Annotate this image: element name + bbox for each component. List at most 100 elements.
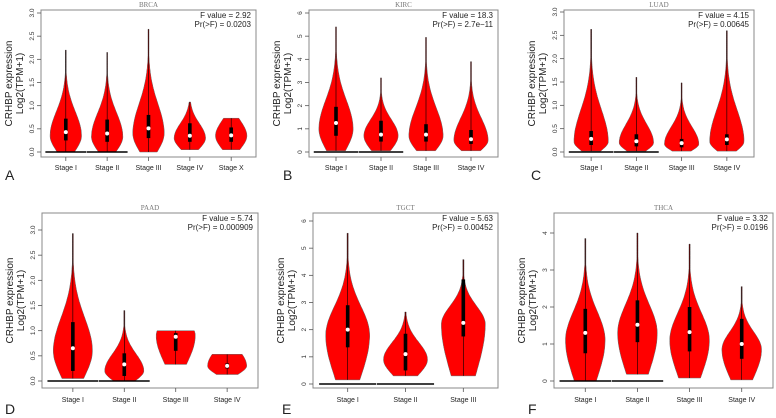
median-dot <box>379 132 383 137</box>
y-axis-label: CRHBP expression <box>4 41 15 127</box>
x-tick-label: Stage I <box>325 165 347 172</box>
x-tick-label: Stage III <box>135 165 161 172</box>
y-tick-label: 0.0 <box>30 376 37 385</box>
y-tick-label: 1.5 <box>29 78 36 87</box>
y-tick-label: 1 <box>301 355 308 359</box>
iqr-box <box>469 129 473 144</box>
median-dot <box>122 362 127 367</box>
y-tick-label: 1 <box>542 342 549 346</box>
plot-frame <box>563 9 755 158</box>
panel-title: KIRC <box>395 1 412 9</box>
x-tick-label: Stage I <box>580 165 602 172</box>
median-dot <box>635 322 640 327</box>
panel-title: LUAD <box>649 1 668 9</box>
y-tick-label: 5 <box>297 34 304 38</box>
stat-text: Pr(>F) = 0.0196 <box>712 223 769 232</box>
median-dot <box>634 139 639 144</box>
median-dot <box>63 130 68 135</box>
y-tick-label: 4 <box>301 273 308 277</box>
y-axis-label: Log2(TPM+1) <box>528 270 539 331</box>
y-tick-label: 2.0 <box>552 54 559 63</box>
x-tick-label: Stage IV <box>713 165 740 172</box>
x-tick-label: Stage III <box>163 397 189 404</box>
x-tick-label: Stage I <box>62 397 84 404</box>
iqr-box <box>687 307 692 352</box>
stat-text: Pr(>F) = 2.7e−11 <box>432 20 493 29</box>
median-dot <box>687 330 692 335</box>
y-tick-label: 0 <box>297 150 304 154</box>
y-tick-label: 2.5 <box>29 31 36 40</box>
iqr-box <box>345 305 350 348</box>
median-dot <box>173 334 178 339</box>
median-dot <box>589 136 594 141</box>
y-tick-label: 4 <box>297 57 304 61</box>
y-tick-label: 0.5 <box>552 124 559 133</box>
y-tick-label: 0.0 <box>552 147 559 156</box>
x-tick-label: Stage III <box>677 397 703 404</box>
median-dot <box>461 320 466 325</box>
y-axis-label: CRHBP expression <box>272 41 283 127</box>
median-dot <box>345 327 350 332</box>
panel-title: THCA <box>654 204 673 212</box>
y-tick-label: 3 <box>301 300 308 304</box>
y-tick-label: 2.5 <box>30 250 37 259</box>
median-dot <box>724 137 729 142</box>
x-tick-label: Stage III <box>669 165 695 172</box>
y-tick-label: 1.0 <box>552 100 559 109</box>
median-dot <box>469 137 473 142</box>
x-tick-label: Stage I <box>55 165 77 172</box>
iqr-box <box>173 333 178 351</box>
y-tick-label: 3.0 <box>552 7 559 16</box>
y-axis-label: CRHBP expression <box>276 258 287 344</box>
iqr-box <box>188 123 192 142</box>
stat-text: Pr(>F) = 0.00452 <box>432 223 493 232</box>
y-tick-label: 0.0 <box>29 147 36 156</box>
x-tick-label: Stage II <box>625 397 649 404</box>
y-axis-label: Log2(TPM+1) <box>15 53 26 114</box>
stat-text: F value = 5.63 <box>442 214 493 223</box>
median-dot <box>70 346 75 351</box>
panel-letter: B <box>283 167 292 183</box>
y-tick-label: 2.0 <box>29 54 36 63</box>
panel-letter: F <box>528 401 537 417</box>
x-tick-label: Stage II <box>624 165 648 172</box>
y-axis-label: CRHBP expression <box>517 258 528 344</box>
y-tick-label: 1.0 <box>30 326 37 335</box>
plot-frame <box>308 9 499 158</box>
iqr-box <box>635 300 640 343</box>
y-axis-label: CRHBP expression <box>527 41 538 127</box>
stat-text: F value = 5.74 <box>202 214 253 223</box>
iqr-box <box>105 119 109 142</box>
x-tick-label: Stage X <box>219 165 244 172</box>
stat-text: F value = 2.92 <box>200 11 251 20</box>
y-tick-label: 1.0 <box>29 101 36 110</box>
median-dot <box>146 126 151 131</box>
y-tick-label: 1.5 <box>552 77 559 86</box>
panel-kirc: KIRC F value = 18.3Pr(>F) = 2.7e−11 0 1 2 3 4 5… <box>272 1 499 183</box>
stat-text: F value = 4.15 <box>698 11 749 20</box>
y-tick-label: 3 <box>542 268 549 272</box>
x-tick-label: Stage II <box>369 165 393 172</box>
x-tick-label: Stage III <box>450 397 476 404</box>
y-tick-label: 1 <box>297 127 304 131</box>
plot-frame <box>553 212 774 389</box>
iqr-box <box>64 118 68 141</box>
x-tick-label: Stage II <box>393 397 417 404</box>
panel-letter: A <box>5 167 15 183</box>
y-tick-label: 0 <box>301 382 308 386</box>
median-dot <box>334 121 338 126</box>
y-axis-label: Log2(TPM+1) <box>283 53 294 114</box>
x-tick-label: Stage II <box>112 397 136 404</box>
x-tick-label: Stage I <box>574 397 596 404</box>
stat-text: F value = 18.3 <box>442 11 493 20</box>
stat-text: Pr(>F) = 0.0203 <box>195 20 252 29</box>
iqr-box <box>461 279 466 337</box>
panel-title: TGCT <box>396 204 415 212</box>
stat-text: Pr(>F) = 0.00645 <box>688 20 749 29</box>
median-dot <box>424 132 428 137</box>
